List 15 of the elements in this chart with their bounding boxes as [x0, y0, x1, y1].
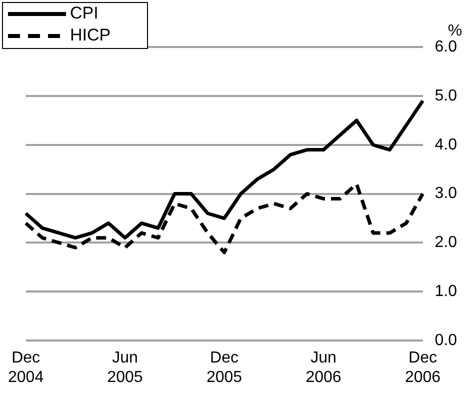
legend-label: CPI: [70, 4, 98, 23]
x-tick-label: Dec 2006: [404, 350, 441, 386]
x-tick-label: Jun 2006: [306, 350, 342, 386]
y-tick-label: 1.0: [434, 283, 458, 300]
y-tick-label: 6.0: [434, 38, 458, 56]
x-tick-label: Dec 2005: [206, 350, 242, 386]
legend-label: HICP: [70, 26, 111, 45]
y-tick-label: 4.0: [434, 136, 458, 154]
y-tick-label: 5.0: [434, 87, 458, 104]
y-tick-label: 3.0: [434, 185, 458, 202]
y-tick-label: 0.0: [434, 332, 458, 350]
x-tick-label: Dec 2004: [8, 350, 44, 386]
y-tick-label: 2.0: [434, 234, 458, 252]
x-tick-label: Jun 2005: [107, 350, 143, 386]
y-axis-title: %: [448, 22, 462, 40]
